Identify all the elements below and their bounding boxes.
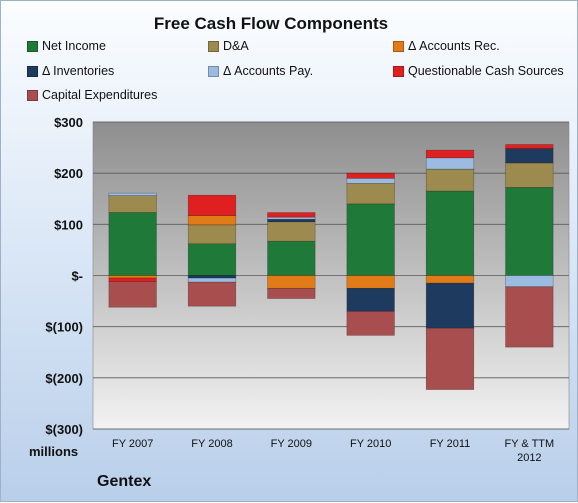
bar-segment <box>108 192 157 196</box>
bar-segment <box>505 144 554 149</box>
legend-label-da: D&A <box>223 39 249 53</box>
units-label: millions <box>29 444 79 459</box>
bar-segment <box>425 282 475 329</box>
bar-segment <box>505 286 554 348</box>
legend-label-net-income: Net Income <box>42 39 106 53</box>
legend-item-inventories: Δ Inventories <box>27 64 114 78</box>
x-tick-label: FY 2009 <box>271 438 312 450</box>
legend-item-questionable-cash: Questionable Cash Sources <box>393 64 564 78</box>
legend-label-inventories: Δ Inventories <box>42 64 115 78</box>
x-tick-label: FY 2008 <box>191 438 232 450</box>
bar-segment <box>346 183 395 205</box>
chart-title: Free Cash Flow Components <box>153 14 389 33</box>
bar-segment <box>187 277 237 283</box>
legend-swatch-da <box>208 40 219 52</box>
bar-segment <box>108 281 157 308</box>
y-tick-label: $200 <box>54 166 83 181</box>
bar-segment <box>425 149 475 159</box>
bar-segment <box>187 275 237 279</box>
bar-segment <box>505 148 554 164</box>
bar-segment <box>346 172 395 179</box>
bar-segment <box>425 327 475 390</box>
bar-segment <box>108 277 157 282</box>
bar-segment <box>425 275 475 284</box>
bar-segment <box>425 190 475 276</box>
bar-segment <box>346 287 395 312</box>
x-tick-label: 2012 <box>517 452 541 464</box>
y-tick-label: $300 <box>54 115 83 130</box>
bar-segment <box>346 311 395 336</box>
legend-swatch-accounts-pay <box>208 65 219 77</box>
bar-segment <box>425 157 475 170</box>
y-tick-label: $100 <box>54 217 83 232</box>
legend-item-capex: Capital Expenditures <box>27 88 157 102</box>
bar-segment <box>505 187 554 276</box>
y-tick-label: $(200) <box>45 371 83 386</box>
legend-swatch-inventories <box>27 65 38 77</box>
legend-swatch-accounts-rec <box>393 40 404 52</box>
y-tick-label: $(300) <box>45 422 83 437</box>
legend-label-questionable-cash: Questionable Cash Sources <box>408 64 564 78</box>
legend-swatch-capex <box>27 89 38 101</box>
bar-segment <box>108 195 157 213</box>
bar-segment <box>108 275 157 279</box>
legend-item-accounts-pay: Δ Accounts Pay. <box>208 64 313 78</box>
legend-item-accounts-rec: Δ Accounts Rec. <box>393 39 500 53</box>
bar-segment <box>346 275 395 289</box>
bar-segment <box>346 203 395 276</box>
company-name: Gentex <box>97 473 152 490</box>
y-tick-label: $- <box>71 269 83 284</box>
x-tick-label: FY 2007 <box>112 438 153 450</box>
x-tick-label: FY & TTM <box>504 438 554 450</box>
bar-segment <box>267 218 316 223</box>
bar-segment <box>108 212 157 276</box>
x-tick-label: FY 2010 <box>350 438 391 450</box>
bar-segment <box>187 215 237 226</box>
legend-label-capex: Capital Expenditures <box>42 88 158 102</box>
bar-segment <box>505 162 554 188</box>
bar-segment <box>267 216 316 220</box>
bar-segment <box>267 212 316 218</box>
bar-segment <box>187 243 237 276</box>
bar-segment <box>187 281 237 307</box>
legend-swatch-net-income <box>27 40 38 52</box>
bar-segment <box>505 275 554 288</box>
legend-label-accounts-rec: Δ Accounts Rec. <box>408 39 500 53</box>
bar-segment <box>267 221 316 242</box>
legend-swatch-questionable-cash <box>393 65 404 77</box>
bar-segment <box>267 240 316 276</box>
bar-segment <box>346 177 395 184</box>
x-tick-label: FY 2011 <box>430 438 471 450</box>
y-tick-label: $(100) <box>45 320 83 335</box>
bar-segment <box>187 194 237 216</box>
bar-segment <box>425 168 475 192</box>
bar-segment <box>267 275 316 289</box>
legend-label-accounts-pay: Δ Accounts Pay. <box>223 64 314 78</box>
legend-item-net-income: Net Income <box>27 39 106 53</box>
legend-item-da: D&A <box>208 39 249 53</box>
bar-segment <box>187 224 237 245</box>
bar-segment <box>267 287 316 299</box>
